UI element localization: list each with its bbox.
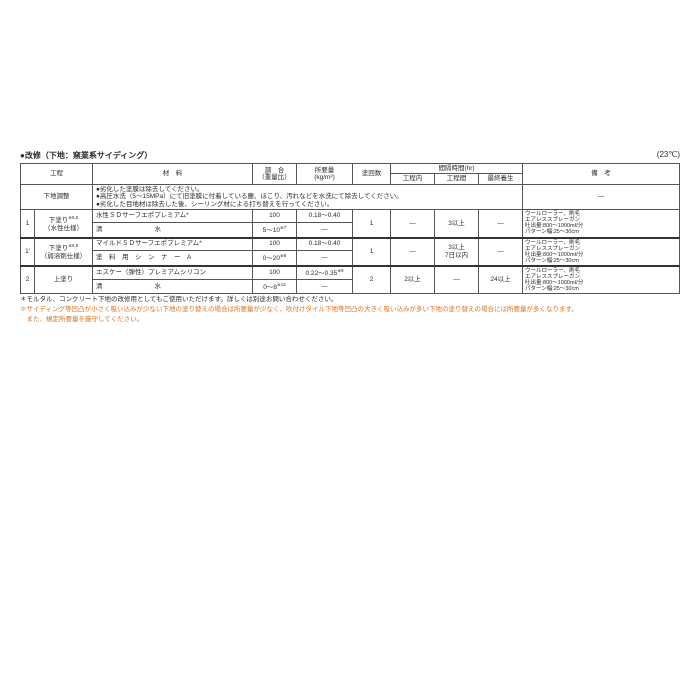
row1p-mat1: マイルドＳＤサーフエポプレミアム* (93, 238, 253, 251)
row1p-int-in: — (391, 238, 435, 266)
row2-ratio1: 100 (253, 266, 297, 280)
row1-amt1: 0.18〜0.40 (297, 210, 353, 222)
row2-process: 上塗り (35, 266, 93, 294)
row1p-int-fn: — (479, 238, 523, 266)
row2-amt1: 0.22〜0.35※9 (297, 266, 353, 280)
row1p-times: 1 (353, 238, 391, 266)
section-title: ●改修（下地：窯業系サイディング） (20, 150, 152, 161)
col-interval-between: 工程間 (435, 174, 479, 184)
col-interval: 間隔時間(hr) (391, 164, 523, 174)
row2-ratio2: 0〜8※12 (253, 280, 297, 294)
col-times: 塗回数 (353, 164, 391, 185)
row2-amt2: — (297, 280, 353, 294)
col-interval-final: 最終養生 (479, 174, 523, 184)
row2-times: 2 (353, 266, 391, 294)
col-amount: 所要量(kg/m²) (297, 164, 353, 185)
temperature-note: (23℃) (657, 150, 680, 161)
col-material: 材 料 (93, 164, 253, 185)
row1p-process: 下塗り※5,6（弱溶剤仕様） (35, 238, 93, 266)
row1-num: 1 (21, 210, 35, 238)
row1-amt2: — (297, 222, 353, 237)
row1-int-in: — (391, 210, 435, 238)
row2-num: 2 (21, 266, 35, 294)
row1p-amt1: 0.18〜0.40 (297, 238, 353, 251)
row2-mat2: 清 水 (93, 280, 253, 294)
row1p-mat2: 塗 料 用 シ ン ナ ー A (93, 250, 253, 265)
prep-remarks: — (523, 184, 680, 209)
row1-ratio2: 5〜10※7 (253, 222, 297, 237)
spec-table: 工程 材 料 調 合（重量比） 所要量(kg/m²) 塗回数 間隔時間(hr) … (20, 163, 680, 294)
row1p-num: 1' (21, 238, 35, 266)
col-ratio: 調 合（重量比） (253, 164, 297, 185)
row1p-ratio2: 0〜20※8 (253, 250, 297, 265)
row2-int-fn: 24以上 (479, 266, 523, 294)
row1-mat2: 清 水 (93, 222, 253, 237)
row1-int-fn: — (479, 210, 523, 238)
col-remarks: 備 考 (523, 164, 680, 185)
row1-ratio1: 100 (253, 210, 297, 222)
row2-int-in: 2以上 (391, 266, 435, 294)
row1-times: 1 (353, 210, 391, 238)
row1p-amt2: — (297, 250, 353, 265)
row1-mat1: 水性ＳＤサーフエポプレミアム* (93, 210, 253, 222)
row2-remarks: ウールローラー、刷毛エアレススプレーガン吐出量:800〜1000mℓ/分パターン… (523, 266, 680, 294)
prep-desc: ●劣化した塗膜は除去してください。 ●高圧水洗（5〜15MPa）にて旧塗膜に付着… (93, 184, 523, 209)
row2-mat1: エスケー（弾性）プレミアムシリコン (93, 266, 253, 280)
col-process: 工程 (21, 164, 93, 185)
row1p-remarks: ウールローラー、刷毛エアレススプレーガン吐出量:800〜1000mℓ/分パターン… (523, 238, 680, 266)
footnote-1: ＊モルタル、コンクリート下地の改修用としてもご使用いただけます。詳しくは別途お問… (20, 296, 680, 304)
row2-int-bt: — (435, 266, 479, 294)
row1p-int-bt: 3以上7日以内 (435, 238, 479, 266)
prep-process: 下地調整 (21, 184, 93, 209)
row1-process: 下塗り※5,6（水性仕様） (35, 210, 93, 238)
row1-int-bt: 3以上 (435, 210, 479, 238)
col-interval-in: 工程内 (391, 174, 435, 184)
footnote-2: ※サイディング等凹凸が小さく吸い込みが少ない下地の塗り替えの場合は所要量が少なく… (20, 306, 680, 314)
footnote-3: また、規定所要量を厳守してください。 (20, 316, 680, 324)
row1-remarks: ウールローラー、刷毛エアレススプレーガン吐出量:800〜1000mℓ/分パターン… (523, 210, 680, 238)
row1p-ratio1: 100 (253, 238, 297, 251)
